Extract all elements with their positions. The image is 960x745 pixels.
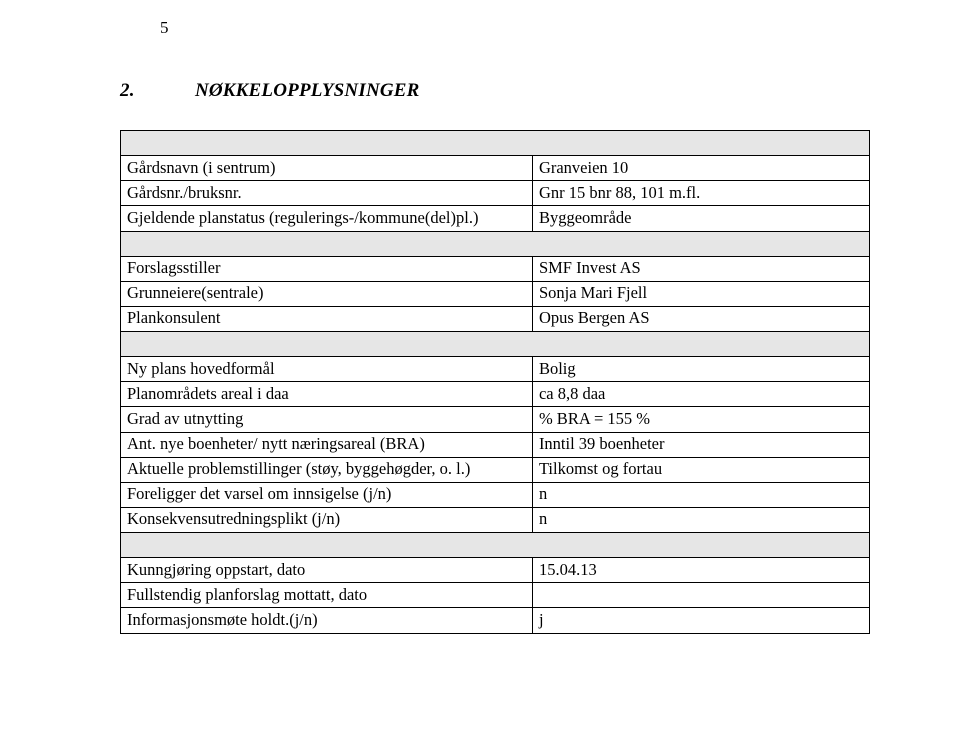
label-cell: Gjeldende planstatus (regulerings-/kommu…: [121, 206, 533, 231]
label-cell: Foreligger det varsel om innsigelse (j/n…: [121, 482, 533, 507]
spacer-row: [121, 533, 870, 558]
label-cell: Informasjonsmøte holdt.(j/n): [121, 608, 533, 633]
value-cell: Bolig: [532, 357, 869, 382]
value-cell: n: [532, 507, 869, 532]
value-cell: Byggeområde: [532, 206, 869, 231]
table-row: PlankonsulentOpus Bergen AS: [121, 306, 870, 331]
table-row: Kunngjøring oppstart, dato15.04.13: [121, 558, 870, 583]
value-cell: Sonja Mari Fjell: [532, 281, 869, 306]
table-row: Gårdsnr./bruksnr.Gnr 15 bnr 88, 101 m.fl…: [121, 181, 870, 206]
value-cell: ca 8,8 daa: [532, 382, 869, 407]
label-cell: Forslagsstiller: [121, 256, 533, 281]
value-cell: Tilkomst og fortau: [532, 457, 869, 482]
label-cell: Plankonsulent: [121, 306, 533, 331]
value-cell: SMF Invest AS: [532, 256, 869, 281]
table-row: ForslagsstillerSMF Invest AS: [121, 256, 870, 281]
value-cell: [532, 583, 869, 608]
label-cell: Grunneiere(sentrale): [121, 281, 533, 306]
table-row: Gårdsnavn (i sentrum)Granveien 10: [121, 156, 870, 181]
value-cell: 15.04.13: [532, 558, 869, 583]
value-cell: Inntil 39 boenheter: [532, 432, 869, 457]
label-cell: Konsekvensutredningsplikt (j/n): [121, 507, 533, 532]
value-cell: Granveien 10: [532, 156, 869, 181]
spacer-row: [121, 332, 870, 357]
value-cell: Gnr 15 bnr 88, 101 m.fl.: [532, 181, 869, 206]
label-cell: Fullstendig planforslag mottatt, dato: [121, 583, 533, 608]
spacer-row: [121, 131, 870, 156]
info-table: Gårdsnavn (i sentrum)Granveien 10Gårdsnr…: [120, 130, 870, 634]
section-number: 2.: [120, 80, 190, 102]
label-cell: Gårdsnr./bruksnr.: [121, 181, 533, 206]
page-number: 5: [160, 18, 169, 38]
label-cell: Kunngjøring oppstart, dato: [121, 558, 533, 583]
table-row: Ant. nye boenheter/ nytt næringsareal (B…: [121, 432, 870, 457]
value-cell: n: [532, 482, 869, 507]
table-row: [121, 231, 870, 256]
label-cell: Ant. nye boenheter/ nytt næringsareal (B…: [121, 432, 533, 457]
value-cell: Opus Bergen AS: [532, 306, 869, 331]
table-row: Planområdets areal i daaca 8,8 daa: [121, 382, 870, 407]
table-row: [121, 131, 870, 156]
section-heading: 2. NØKKELOPPLYSNINGER: [120, 80, 870, 102]
value-cell: j: [532, 608, 869, 633]
table-row: Ny plans hovedformålBolig: [121, 357, 870, 382]
value-cell: % BRA = 155 %: [532, 407, 869, 432]
table-row: Grad av utnytting% BRA = 155 %: [121, 407, 870, 432]
table-row: [121, 332, 870, 357]
spacer-row: [121, 231, 870, 256]
table-row: Aktuelle problemstillinger (støy, byggeh…: [121, 457, 870, 482]
table-row: Grunneiere(sentrale)Sonja Mari Fjell: [121, 281, 870, 306]
label-cell: Ny plans hovedformål: [121, 357, 533, 382]
section-title: NØKKELOPPLYSNINGER: [195, 80, 420, 101]
table-row: [121, 533, 870, 558]
label-cell: Aktuelle problemstillinger (støy, byggeh…: [121, 457, 533, 482]
label-cell: Grad av utnytting: [121, 407, 533, 432]
table-row: Gjeldende planstatus (regulerings-/kommu…: [121, 206, 870, 231]
table-row: Fullstendig planforslag mottatt, dato: [121, 583, 870, 608]
label-cell: Gårdsnavn (i sentrum): [121, 156, 533, 181]
label-cell: Planområdets areal i daa: [121, 382, 533, 407]
table-row: Foreligger det varsel om innsigelse (j/n…: [121, 482, 870, 507]
table-row: Konsekvensutredningsplikt (j/n)n: [121, 507, 870, 532]
table-row: Informasjonsmøte holdt.(j/n)j: [121, 608, 870, 633]
